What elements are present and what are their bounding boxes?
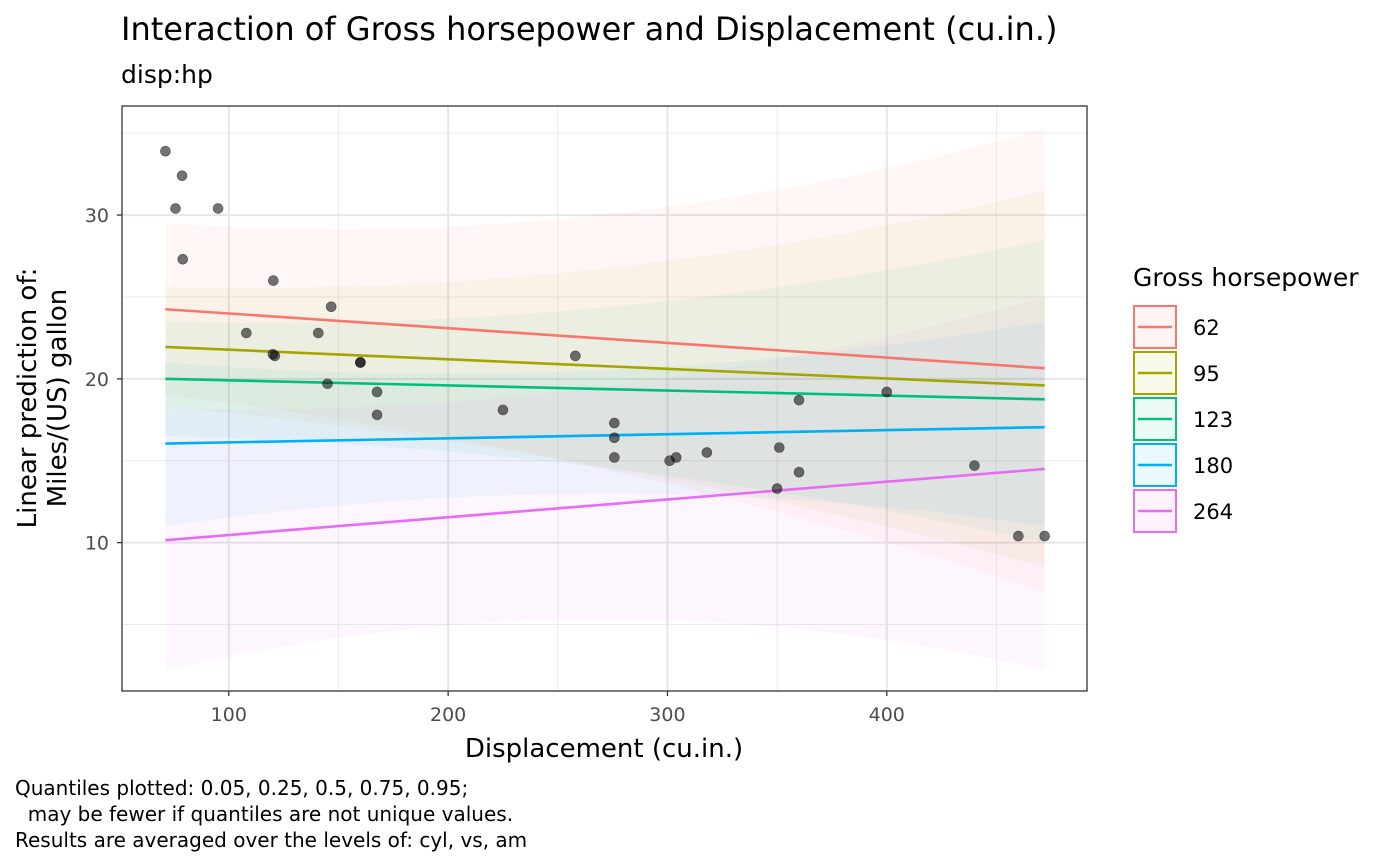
confidence-ribbons bbox=[165, 128, 1045, 671]
data-point bbox=[793, 394, 805, 406]
data-point bbox=[160, 145, 171, 157]
legend-label-264: 264 bbox=[1193, 500, 1233, 524]
data-point bbox=[497, 404, 509, 416]
panel-border bbox=[121, 105, 1088, 692]
data-point bbox=[176, 170, 188, 182]
caption: Quantiles plotted: 0.05, 0.25, 0.5, 0.75… bbox=[15, 775, 527, 853]
data-point bbox=[969, 460, 980, 471]
line-264 bbox=[165, 467, 1045, 542]
x-tick-label: 200 bbox=[430, 704, 466, 726]
ribbon-95 bbox=[165, 190, 1045, 568]
chart-subtitle: disp:hp bbox=[121, 60, 213, 89]
caption-line-2: may be fewer if quantiles are not unique… bbox=[15, 802, 514, 826]
data-point bbox=[371, 409, 383, 421]
legend-label-123: 123 bbox=[1193, 408, 1233, 432]
line-123 bbox=[165, 377, 1045, 401]
legend: 62 95 123 180 264 bbox=[1133, 305, 1233, 533]
ribbon-264 bbox=[165, 296, 1045, 671]
axes: 100 200 300 400 10 20 30 bbox=[85, 205, 905, 726]
data-point bbox=[609, 432, 620, 444]
legend-label-62: 62 bbox=[1193, 316, 1220, 340]
y-axis-title-line-2: Miles/(US) gallon bbox=[43, 289, 73, 508]
ribbon-180 bbox=[165, 321, 1045, 527]
line-180 bbox=[165, 425, 1045, 445]
x-tick-label: 300 bbox=[649, 704, 685, 726]
legend-label-180: 180 bbox=[1193, 454, 1233, 478]
x-axis-title: Displacement (cu.in.) bbox=[465, 734, 743, 764]
data-point bbox=[1013, 530, 1024, 542]
data-point bbox=[268, 275, 279, 286]
y-tick-label: 30 bbox=[85, 205, 109, 227]
data-point bbox=[170, 203, 181, 214]
caption-line-3: Results are averaged over the levels of:… bbox=[15, 828, 528, 852]
line-62 bbox=[165, 307, 1045, 370]
legend-label-95: 95 bbox=[1193, 362, 1220, 386]
y-tick-label: 20 bbox=[85, 369, 109, 391]
data-point bbox=[670, 452, 682, 463]
data-point bbox=[609, 417, 620, 429]
data-point bbox=[371, 386, 383, 398]
grid bbox=[122, 106, 1087, 691]
data-point bbox=[773, 442, 785, 453]
caption-line-1: Quantiles plotted: 0.05, 0.25, 0.5, 0.75… bbox=[15, 776, 469, 800]
data-point bbox=[609, 452, 620, 463]
x-tick-label: 400 bbox=[869, 704, 905, 726]
data-point bbox=[1039, 530, 1050, 542]
data-point bbox=[312, 327, 324, 339]
data-point bbox=[881, 386, 893, 398]
line-95 bbox=[165, 345, 1045, 387]
data-point bbox=[701, 447, 713, 458]
prediction-lines bbox=[165, 307, 1045, 542]
chart-title: Interaction of Gross horsepower and Disp… bbox=[121, 10, 1058, 48]
y-tick-label: 10 bbox=[85, 533, 109, 555]
data-point bbox=[241, 327, 252, 339]
data-point bbox=[177, 253, 189, 265]
x-tick-label: 100 bbox=[211, 704, 247, 726]
data-point bbox=[355, 357, 366, 368]
data-point bbox=[269, 350, 281, 362]
observed-points bbox=[160, 145, 1050, 542]
y-axis-title: Linear prediction of: Miles/(US) gallon bbox=[13, 268, 73, 529]
data-point bbox=[212, 203, 224, 214]
data-point bbox=[322, 378, 333, 390]
data-point bbox=[771, 483, 783, 494]
data-point bbox=[570, 350, 581, 362]
ribbon-123 bbox=[165, 239, 1045, 543]
data-point bbox=[325, 301, 337, 313]
legend-title: Gross horsepower bbox=[1133, 263, 1359, 292]
data-point bbox=[793, 466, 805, 478]
ribbon-62 bbox=[165, 128, 1045, 592]
y-axis-title-line-1: Linear prediction of: bbox=[13, 268, 43, 529]
